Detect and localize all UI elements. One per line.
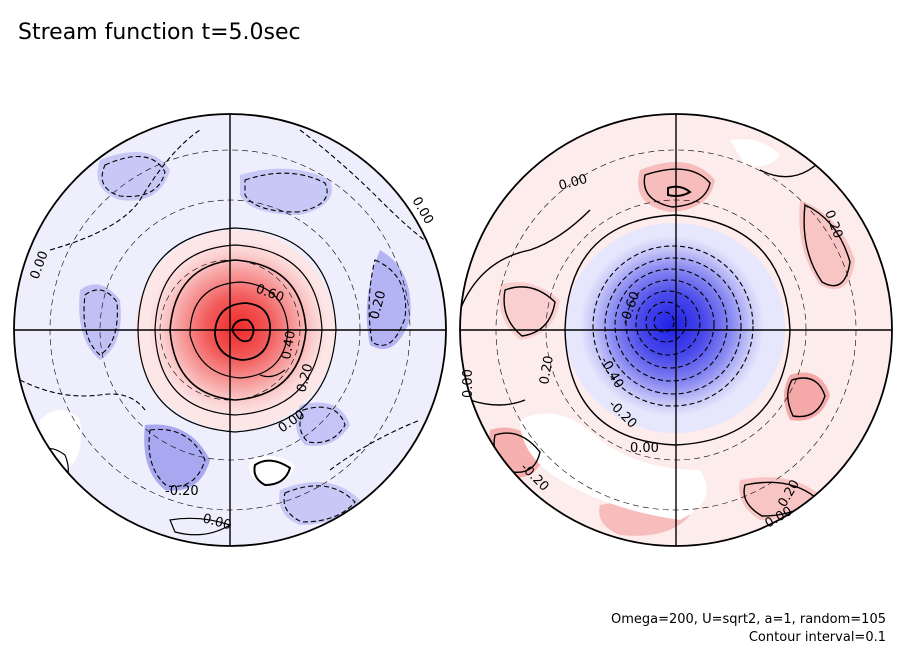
left-negative-region bbox=[144, 424, 210, 491]
left-negative-region bbox=[366, 250, 411, 350]
contour-label: 0.20 bbox=[367, 289, 389, 321]
contour-label: 0.00 bbox=[630, 441, 659, 456]
parameters-text: Omega=200, U=sqrt2, a=1, random=105 bbox=[610, 612, 886, 627]
contour-label: -0.20 bbox=[165, 484, 199, 499]
left-negative-region bbox=[296, 402, 350, 446]
right-dashed-contours bbox=[592, 245, 754, 407]
right-hemisphere-border bbox=[459, 113, 893, 547]
contour-label: 0.00 bbox=[201, 511, 233, 533]
right-zero-region bbox=[730, 139, 780, 167]
right-zero-region bbox=[520, 413, 707, 520]
contour-label: 0.20 bbox=[294, 362, 316, 394]
left-zero-region bbox=[40, 410, 81, 470]
left-negative-region bbox=[279, 482, 360, 525]
left-negative-region bbox=[240, 168, 332, 215]
left-contour-labels: 0.00 0.00 0.60 0.40 0.20 0.00 0.20 -0.20… bbox=[28, 195, 436, 534]
left-hemisphere-border bbox=[13, 113, 447, 547]
left-hemisphere bbox=[14, 114, 446, 546]
contour-label: 0.00 bbox=[557, 172, 589, 194]
right-contour-labels: 0.00 0.20 -0.60 0.20 -0.40 -0.20 0.00 0.… bbox=[461, 172, 845, 532]
contour-interval-text: Contour interval=0.1 bbox=[748, 630, 886, 645]
contour-label: 0.40 bbox=[279, 330, 299, 361]
right-hemisphere bbox=[460, 114, 892, 546]
contour-label: 0.20 bbox=[537, 355, 557, 386]
contour-label: 0.00 bbox=[461, 369, 476, 398]
left-dashed-contours bbox=[19, 129, 441, 523]
plot-title: Stream function t=5.0sec bbox=[18, 20, 301, 45]
left-negative-region bbox=[97, 152, 170, 201]
right-negative-core bbox=[580, 236, 764, 416]
